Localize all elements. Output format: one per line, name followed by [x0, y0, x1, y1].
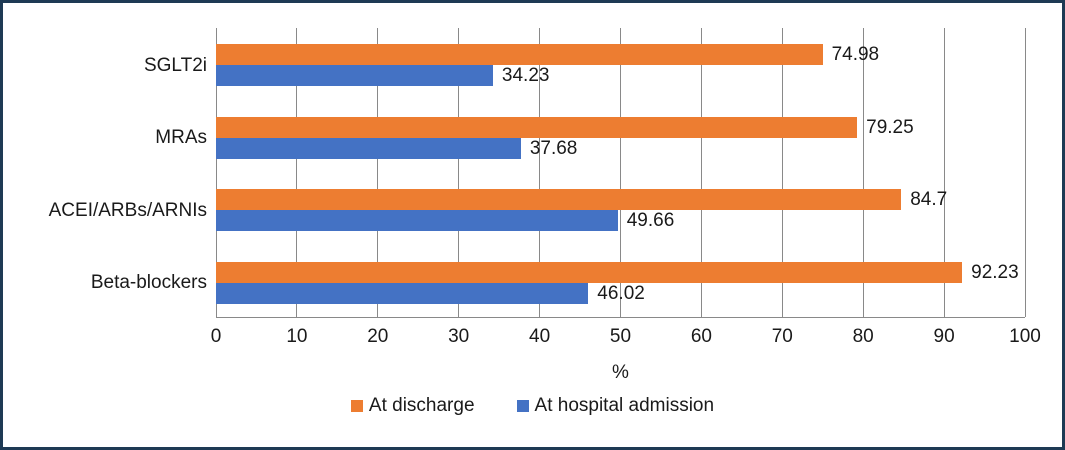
data-label: 37.68	[529, 137, 578, 159]
x-tick-label-70: 70	[771, 326, 793, 347]
gridline-x-70	[781, 28, 783, 317]
gridline-x-10	[296, 28, 298, 317]
data-label: 84.7	[910, 189, 948, 210]
x-tick-label-50: 50	[609, 326, 632, 347]
bar-row-acei-arbs-arnis: ACEI/ARBs/ARNIs 84.7 49.66	[49, 173, 1025, 246]
bar-row-sglt2i: SGLT2i 74.98 34.23	[144, 28, 1025, 101]
legend-item-at-hospital-admission: At hospital admission	[516, 395, 715, 417]
gridline-x-30	[458, 28, 460, 317]
data-label: 46.02	[597, 282, 645, 304]
gridline-x-50	[620, 28, 621, 317]
legend-swatch-icon	[350, 400, 363, 412]
x-tick-label-90: 90	[933, 326, 955, 347]
bar-row-beta-blockers: Beta-blockers 92.23 46.02	[91, 246, 1025, 319]
data-label: 34.23	[501, 65, 550, 86]
legend-label: At discharge	[368, 395, 475, 416]
bar-at-hospital-admission	[216, 210, 618, 231]
gridline-x-100	[1024, 28, 1026, 317]
data-label: 49.66	[626, 210, 675, 231]
bar-at-hospital-admission	[216, 137, 521, 159]
x-tick-label-0: 0	[210, 326, 222, 347]
category-label: Beta-blockers	[90, 272, 207, 293]
legend-label: At hospital admission	[534, 395, 715, 416]
x-tick-label-100: 100	[1009, 326, 1041, 347]
legend-swatch-icon	[516, 400, 529, 412]
x-tick-label-10: 10	[286, 326, 308, 347]
data-label: 74.98	[831, 44, 880, 65]
bar-at-discharge	[216, 261, 963, 283]
bar-at-hospital-admission	[216, 282, 589, 304]
bar-row-mras: MRAs 79.25 37.68	[155, 101, 1025, 174]
legend-item-at-discharge: At discharge	[350, 395, 475, 417]
gridline-x-90	[943, 28, 945, 317]
gridline-x-80	[862, 28, 864, 317]
x-tick-label-80: 80	[852, 326, 874, 347]
category-label: ACEI/ARBs/ARNIs	[48, 199, 207, 221]
x-tick-label-60: 60	[690, 326, 712, 347]
category-label: SGLT2i	[143, 54, 207, 76]
gridline-x-20	[377, 28, 379, 317]
x-axis-title: %	[612, 362, 629, 383]
bar-at-hospital-admission	[216, 65, 493, 86]
gridline-x-60	[700, 28, 702, 317]
data-label: 79.25	[866, 116, 914, 138]
legend: At discharge At hospital admission	[3, 395, 1062, 417]
bar-at-discharge	[216, 44, 823, 65]
bar-at-discharge	[216, 116, 858, 138]
x-tick-label-30: 30	[448, 326, 470, 347]
gridline-x-0	[215, 28, 217, 317]
x-tick-label-20: 20	[367, 326, 389, 347]
data-label: 92.23	[971, 261, 1019, 283]
x-tick-label-40: 40	[529, 326, 551, 347]
plot-area: SGLT2i 74.98 34.23 MRAs 79.25 37.68 ACEI/ARBs/…	[49, 28, 1026, 319]
gridline-x-40	[539, 28, 541, 317]
category-label: MRAs	[155, 127, 207, 148]
bar-at-discharge	[216, 189, 902, 210]
